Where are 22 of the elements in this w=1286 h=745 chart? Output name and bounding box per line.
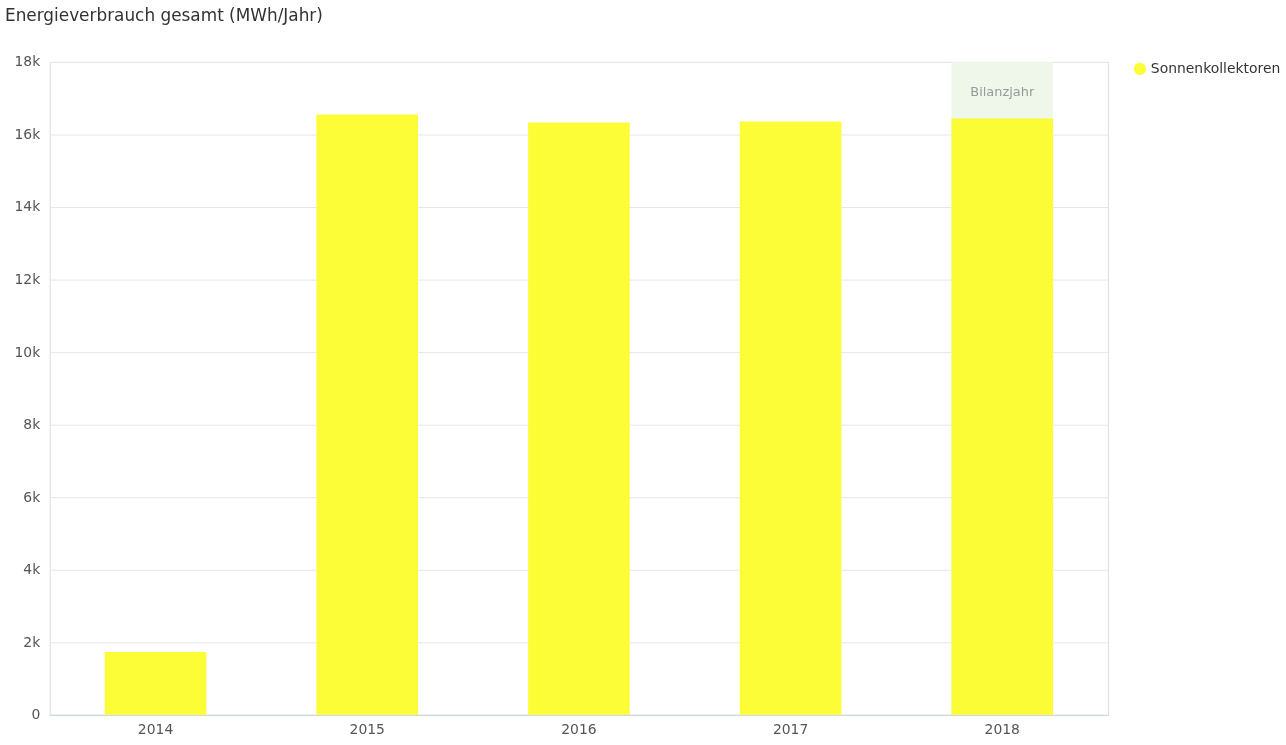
- y-tick-label: 10k: [14, 343, 42, 360]
- band-label: Bilanzjahr: [970, 83, 1035, 99]
- y-tick-label: 16k: [14, 125, 42, 142]
- y-tick-label: 18k: [14, 53, 42, 70]
- y-tick-label: 8k: [23, 416, 42, 433]
- x-tick-label: 2018: [984, 721, 1020, 738]
- chart-title: Energieverbrauch gesamt (MWh/Jahr): [4, 5, 323, 26]
- x-tick-label: 2014: [137, 721, 174, 738]
- y-tick-label: 4k: [23, 561, 42, 578]
- y-tick-label: 12k: [14, 271, 42, 288]
- legend-label: Sonnenkollektoren: [1150, 59, 1281, 76]
- y-tick-label: 2k: [23, 633, 42, 650]
- y-tick-label: 0: [31, 706, 41, 723]
- bar: [104, 652, 207, 715]
- bar: [316, 114, 419, 715]
- x-tick-label: 2015: [349, 721, 385, 738]
- bar: [739, 121, 842, 715]
- bar: [528, 122, 630, 715]
- y-tick-label: 14k: [14, 198, 42, 215]
- x-tick-label: 2017: [772, 721, 809, 738]
- y-tick-label: 6k: [23, 488, 42, 505]
- x-tick-label: 2016: [561, 721, 597, 738]
